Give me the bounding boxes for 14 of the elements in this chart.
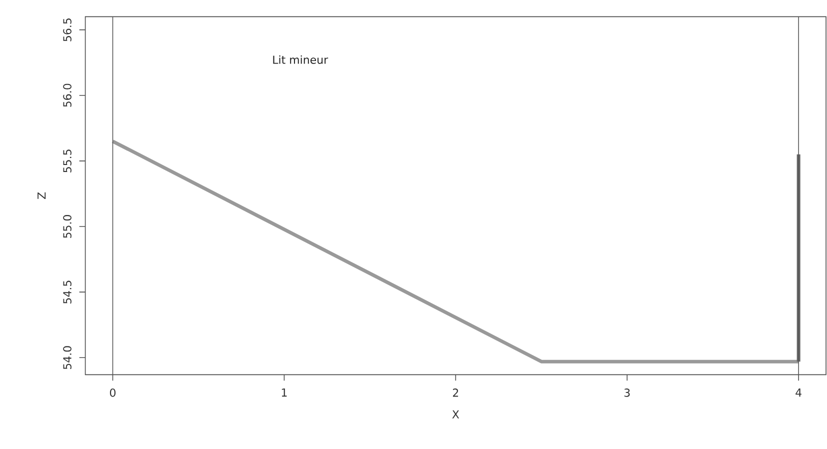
x-tick-label: 1 [282,388,287,397]
y-tick-label: 55.0 [63,214,72,238]
x-tick-label: 0 [110,388,116,397]
y-axis-title: Z [38,192,46,199]
y-tick-label: 56.0 [63,84,72,107]
y-tick-label: 55.5 [63,150,72,172]
x-tick-label: 4 [796,388,802,397]
y-tick-label: 56.5 [63,18,72,42]
x-tick-label: 3 [624,388,630,397]
x-tick-label: 2 [452,388,458,397]
annotation: Lit mineur [273,55,328,64]
y-tick-label: 54.5 [63,280,72,304]
x-axis-title: X [452,410,460,418]
y-tick-label: 54.0 [63,346,72,370]
